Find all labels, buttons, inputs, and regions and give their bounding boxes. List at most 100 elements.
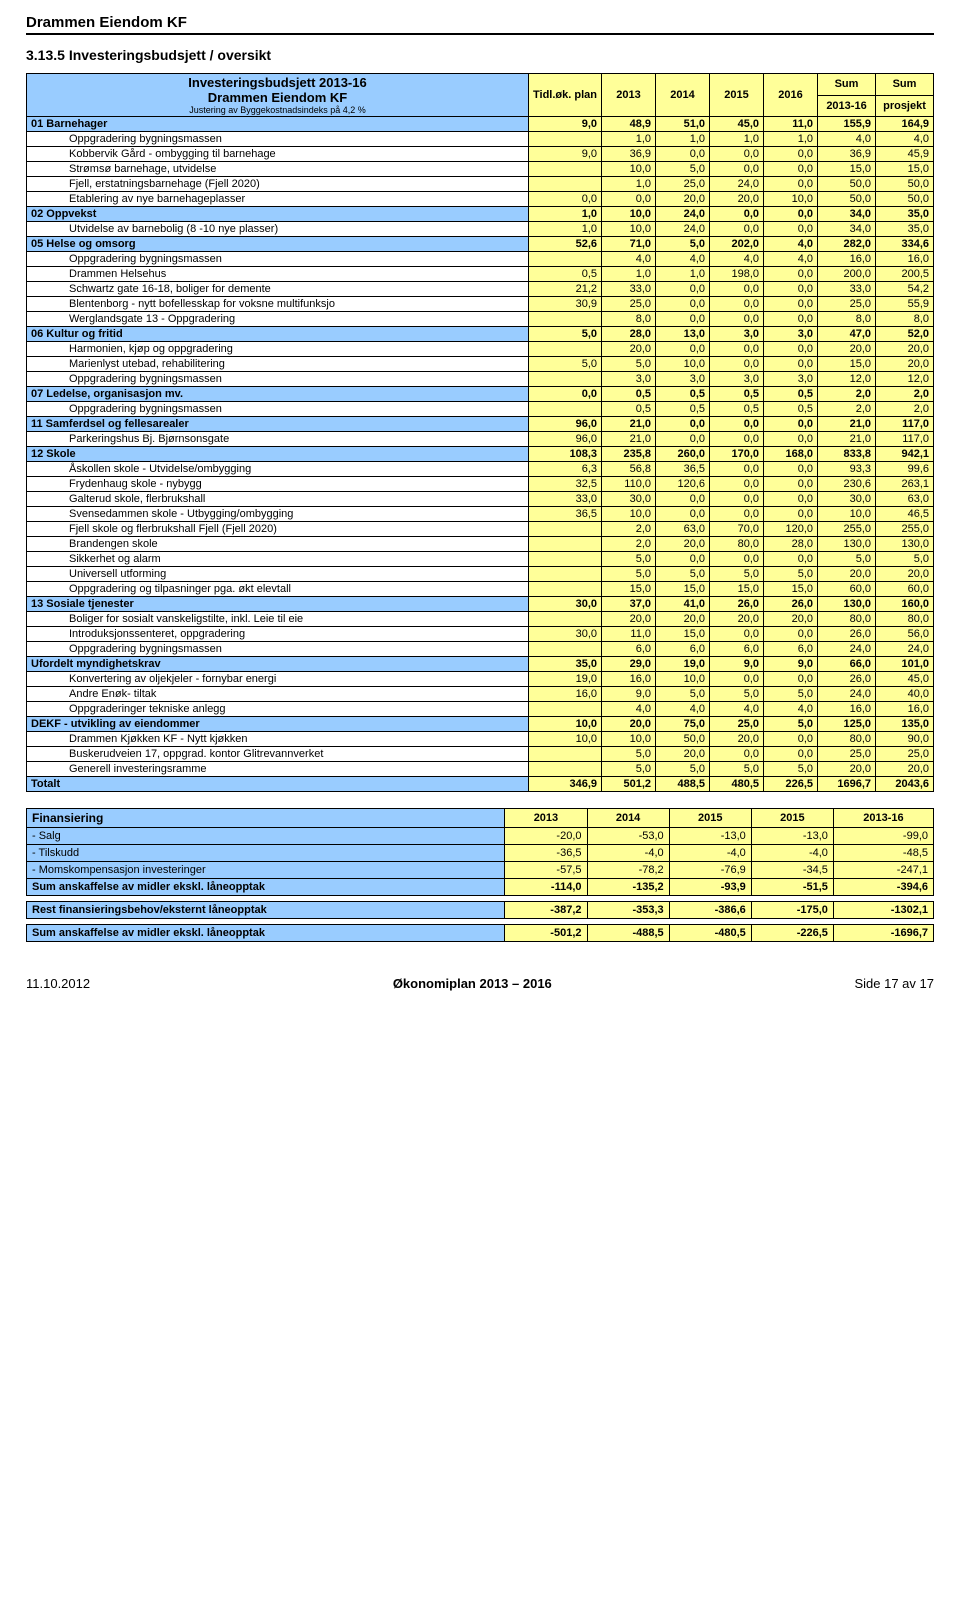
cell-value: 0,0 bbox=[656, 147, 710, 162]
cell-value: 9,0 bbox=[602, 687, 656, 702]
cell-value: 1,0 bbox=[764, 132, 818, 147]
table-row: 12 Skole108,3235,8260,0170,0168,0833,894… bbox=[27, 447, 934, 462]
cell-value: 0,0 bbox=[656, 507, 710, 522]
cell-value: 66,0 bbox=[818, 657, 876, 672]
cell-value: 5,0 bbox=[656, 237, 710, 252]
cell-value: 6,0 bbox=[710, 642, 764, 657]
cell-value: 24,0 bbox=[876, 642, 934, 657]
cell-value: 10,0 bbox=[656, 357, 710, 372]
row-label: 02 Oppvekst bbox=[27, 207, 529, 222]
cell-value: 5,0 bbox=[602, 357, 656, 372]
cell-value: 4,0 bbox=[876, 132, 934, 147]
cell-value: 200,5 bbox=[876, 267, 934, 282]
cell-value: 60,0 bbox=[818, 582, 876, 597]
cell-value: 0,5 bbox=[602, 402, 656, 417]
table-row: Konvertering av oljekjeler - fornybar en… bbox=[27, 672, 934, 687]
cell-value: 117,0 bbox=[876, 417, 934, 432]
cell-value: 54,2 bbox=[876, 282, 934, 297]
cell-value: 3,0 bbox=[602, 372, 656, 387]
cell-value: 13,0 bbox=[656, 327, 710, 342]
cell-value: 20,0 bbox=[710, 732, 764, 747]
cell-value: 20,0 bbox=[656, 192, 710, 207]
table-row: Sikkerhet og alarm5,00,00,00,05,05,0 bbox=[27, 552, 934, 567]
cell-value: 63,0 bbox=[876, 492, 934, 507]
row-label: Oppgradering bygningsmassen bbox=[27, 252, 529, 267]
cell-value: 63,0 bbox=[656, 522, 710, 537]
page-footer: 11.10.2012 Økonomiplan 2013 – 2016 Side … bbox=[26, 976, 934, 991]
fin-col-2: 2015 bbox=[669, 809, 751, 828]
cell-value: 4,0 bbox=[710, 702, 764, 717]
row-label: Drammen Helsehus bbox=[27, 267, 529, 282]
cell-value: 26,0 bbox=[764, 597, 818, 612]
cell-value: 26,0 bbox=[818, 672, 876, 687]
cell-value: -53,0 bbox=[587, 828, 669, 845]
footer-left: 11.10.2012 bbox=[26, 976, 90, 991]
cell-value: -114,0 bbox=[505, 879, 587, 896]
cell-value: 45,0 bbox=[876, 672, 934, 687]
cell-value: 0,0 bbox=[710, 747, 764, 762]
cell-value: 263,1 bbox=[876, 477, 934, 492]
cell-value: 0,0 bbox=[656, 552, 710, 567]
table-row: Ufordelt myndighetskrav35,029,019,09,09,… bbox=[27, 657, 934, 672]
cell-value: 0,0 bbox=[710, 207, 764, 222]
cell-value: 5,0 bbox=[710, 687, 764, 702]
cell-value: 19,0 bbox=[529, 672, 602, 687]
cell-value: 230,6 bbox=[818, 477, 876, 492]
cell-value: 0,0 bbox=[656, 282, 710, 297]
cell-value: 226,5 bbox=[764, 777, 818, 792]
cell-value: 29,0 bbox=[602, 657, 656, 672]
cell-value: 20,0 bbox=[818, 762, 876, 777]
table-row: Sum anskaffelse av midler ekskl. låneopp… bbox=[27, 879, 934, 896]
cell-value: 20,0 bbox=[656, 747, 710, 762]
cell-value: 130,0 bbox=[876, 537, 934, 552]
cell-value: 0,0 bbox=[710, 282, 764, 297]
cell-value: 3,0 bbox=[710, 327, 764, 342]
cell-value: 93,3 bbox=[818, 462, 876, 477]
cell-value: 0,0 bbox=[656, 312, 710, 327]
cell-value: -386,6 bbox=[669, 902, 751, 919]
cell-value: 2043,6 bbox=[876, 777, 934, 792]
cell-value: -76,9 bbox=[669, 862, 751, 879]
cell-value: 15,0 bbox=[818, 357, 876, 372]
cell-value: 3,0 bbox=[764, 327, 818, 342]
cell-value: 1,0 bbox=[656, 267, 710, 282]
cell-value: 32,5 bbox=[529, 477, 602, 492]
cell-value: 0,0 bbox=[764, 222, 818, 237]
cell-value: 5,0 bbox=[764, 762, 818, 777]
cell-value: 30,0 bbox=[818, 492, 876, 507]
cell-value: 6,0 bbox=[764, 642, 818, 657]
cell-value: 4,0 bbox=[818, 132, 876, 147]
cell-value: 11,0 bbox=[602, 627, 656, 642]
cell-value: 34,0 bbox=[818, 222, 876, 237]
table-row: 01 Barnehager9,048,951,045,011,0155,9164… bbox=[27, 117, 934, 132]
table-row: Brandengen skole2,020,080,028,0130,0130,… bbox=[27, 537, 934, 552]
cell-value: 0,0 bbox=[710, 627, 764, 642]
cell-value: 16,0 bbox=[876, 252, 934, 267]
footer-center: Økonomiplan 2013 – 2016 bbox=[393, 976, 552, 991]
cell-value: 11,0 bbox=[764, 117, 818, 132]
table-row: Oppgradering bygningsmassen1,01,01,01,04… bbox=[27, 132, 934, 147]
cell-value: 0,0 bbox=[710, 672, 764, 687]
cell-value: 110,0 bbox=[602, 477, 656, 492]
table-row: Oppgradering bygningsmassen3,03,03,03,01… bbox=[27, 372, 934, 387]
cell-value: 20,0 bbox=[602, 342, 656, 357]
cell-value: 0,0 bbox=[764, 177, 818, 192]
cell-value: 0,5 bbox=[656, 387, 710, 402]
fin-col-1: 2014 bbox=[587, 809, 669, 828]
cell-value: 26,0 bbox=[818, 627, 876, 642]
table-row: Drammen Kjøkken KF - Nytt kjøkken10,010,… bbox=[27, 732, 934, 747]
cell-value: 0,0 bbox=[764, 477, 818, 492]
budget-title-line1: Investeringsbudsjett 2013-16 bbox=[31, 75, 524, 90]
cell-value: 488,5 bbox=[656, 777, 710, 792]
cell-value: 20,0 bbox=[656, 537, 710, 552]
cell-value: 5,0 bbox=[818, 552, 876, 567]
cell-value: 35,0 bbox=[876, 222, 934, 237]
cell-value: 0,0 bbox=[764, 432, 818, 447]
cell-value: 24,0 bbox=[818, 687, 876, 702]
cell-value: 4,0 bbox=[656, 252, 710, 267]
budget-table: Investeringsbudsjett 2013-16 Drammen Eie… bbox=[26, 73, 934, 792]
table-row: 07 Ledelse, organisasjon mv.0,00,50,50,5… bbox=[27, 387, 934, 402]
cell-value: 20,0 bbox=[710, 192, 764, 207]
cell-value: 1,0 bbox=[602, 177, 656, 192]
cell-value: 46,5 bbox=[876, 507, 934, 522]
